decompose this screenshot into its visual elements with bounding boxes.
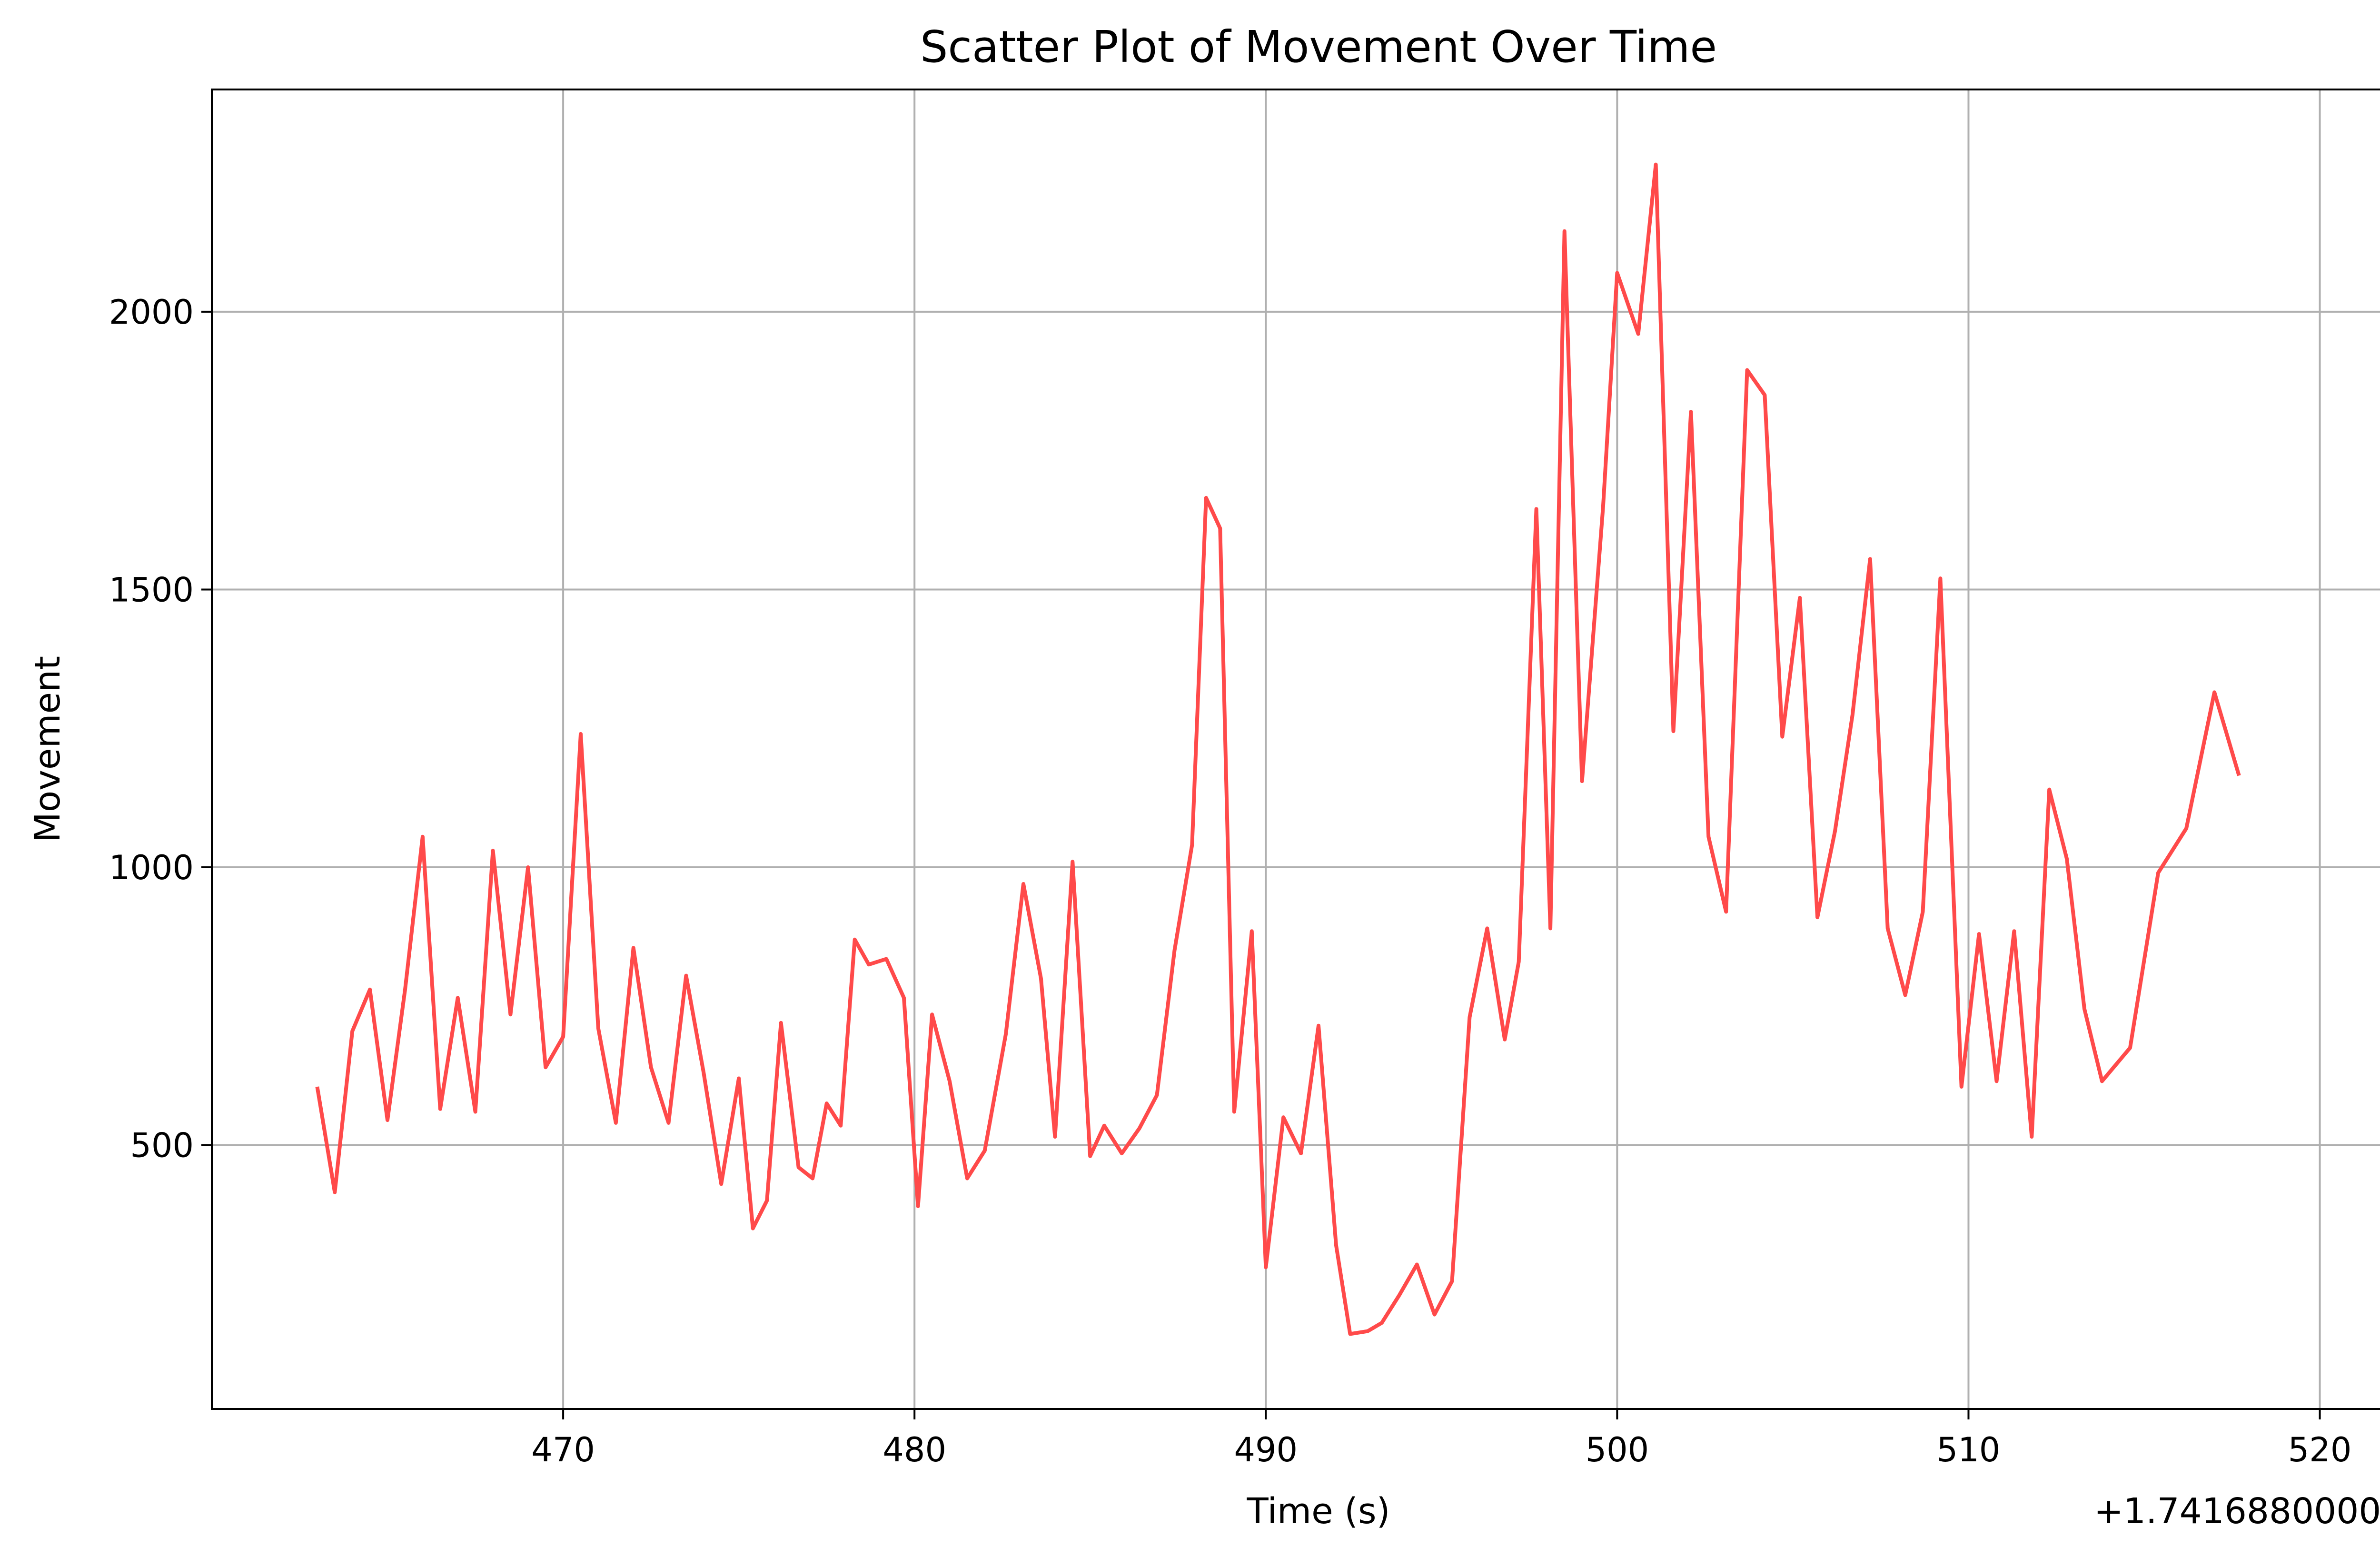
axis-ticks: 470 480 490 500 510 520 500 1000 1500 2000 bbox=[109, 293, 2352, 1469]
x-axis-label: Time (s) bbox=[1247, 1491, 1390, 1532]
y-tick-label: 500 bbox=[130, 1126, 194, 1165]
x-tick-label: 510 bbox=[1937, 1430, 2001, 1469]
x-tick-label: 520 bbox=[2288, 1430, 2352, 1469]
y-tick-label: 1000 bbox=[109, 848, 194, 887]
chart-title: Scatter Plot of Movement Over Time bbox=[920, 21, 1717, 72]
x-tick-label: 500 bbox=[1586, 1430, 1649, 1469]
x-axis-offset-label: +1.7416880000e9 bbox=[2094, 1491, 2380, 1532]
x-tick-label: 490 bbox=[1234, 1430, 1298, 1469]
y-tick-label: 2000 bbox=[109, 293, 194, 332]
y-tick-label: 1500 bbox=[109, 570, 194, 609]
plot-area-frame bbox=[211, 89, 2380, 1410]
series-movement-line bbox=[315, 162, 2241, 1336]
x-tick-label: 480 bbox=[883, 1430, 946, 1469]
y-axis-label: Movement bbox=[27, 656, 68, 843]
x-tick-label: 470 bbox=[531, 1430, 595, 1469]
grid bbox=[212, 89, 2380, 1409]
